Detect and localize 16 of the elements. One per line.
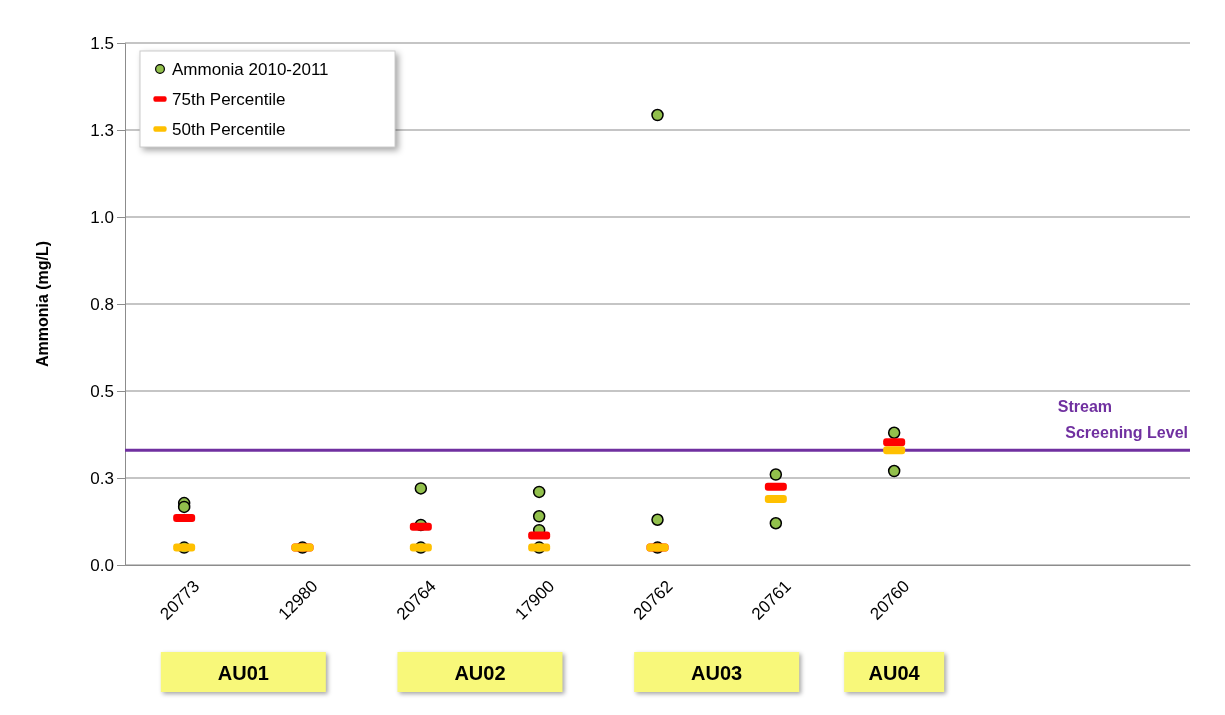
y-tick-label: 0.0 [90, 555, 114, 575]
legend-label: 75th Percentile [172, 89, 286, 109]
y-tick-label: 0.5 [90, 381, 114, 401]
y-tick-label: 1.0 [90, 207, 114, 227]
y-tick-label: 0.8 [90, 294, 114, 314]
y-tick-label: 1.3 [90, 120, 114, 140]
y-tick-label: 1.5 [90, 33, 114, 53]
y-tick-label: 0.3 [90, 468, 114, 488]
legend-label: 50th Percentile [172, 119, 286, 139]
text: AU03 [691, 662, 743, 684]
text: AU01 [217, 662, 269, 684]
y-axis-title: Ammonia (mg/L) [34, 240, 51, 368]
text: AU02 [454, 662, 506, 684]
ref-line-label: Stream Screening Level [1057, 398, 1188, 442]
legend-label: Ammonia 2010-2011 [172, 59, 329, 79]
text: AU04 [868, 662, 921, 684]
